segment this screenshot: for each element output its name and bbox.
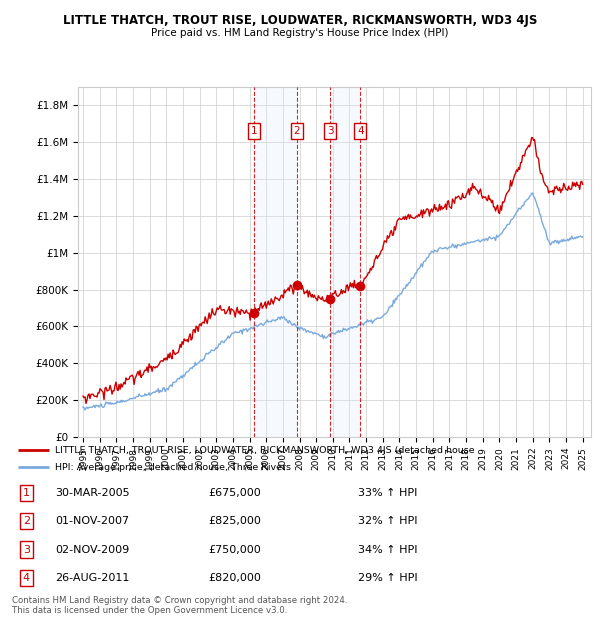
Text: 26-AUG-2011: 26-AUG-2011 (55, 573, 130, 583)
Text: 3: 3 (326, 126, 334, 136)
Text: Price paid vs. HM Land Registry's House Price Index (HPI): Price paid vs. HM Land Registry's House … (151, 28, 449, 38)
Text: 4: 4 (357, 126, 364, 136)
Text: 02-NOV-2009: 02-NOV-2009 (55, 544, 130, 554)
Text: 3: 3 (23, 544, 30, 554)
Text: £750,000: £750,000 (208, 544, 260, 554)
Text: 2: 2 (23, 516, 30, 526)
Text: LITTLE THATCH, TROUT RISE, LOUDWATER, RICKMANSWORTH, WD3 4JS (detached house: LITTLE THATCH, TROUT RISE, LOUDWATER, RI… (55, 446, 475, 454)
Text: 30-MAR-2005: 30-MAR-2005 (55, 488, 130, 498)
Text: LITTLE THATCH, TROUT RISE, LOUDWATER, RICKMANSWORTH, WD3 4JS: LITTLE THATCH, TROUT RISE, LOUDWATER, RI… (63, 14, 537, 27)
Text: 33% ↑ HPI: 33% ↑ HPI (358, 488, 417, 498)
Text: 1: 1 (250, 126, 257, 136)
Text: 01-NOV-2007: 01-NOV-2007 (55, 516, 130, 526)
Text: HPI: Average price, detached house, Three Rivers: HPI: Average price, detached house, Thre… (55, 463, 291, 472)
Text: This data is licensed under the Open Government Licence v3.0.: This data is licensed under the Open Gov… (12, 606, 287, 616)
Text: 34% ↑ HPI: 34% ↑ HPI (358, 544, 417, 554)
Text: 29% ↑ HPI: 29% ↑ HPI (358, 573, 417, 583)
Text: £825,000: £825,000 (208, 516, 261, 526)
Text: £675,000: £675,000 (208, 488, 260, 498)
Text: 1: 1 (23, 488, 30, 498)
Text: Contains HM Land Registry data © Crown copyright and database right 2024.: Contains HM Land Registry data © Crown c… (12, 596, 347, 606)
Text: 2: 2 (293, 126, 300, 136)
Bar (254, 87, 296, 437)
Text: 4: 4 (23, 573, 30, 583)
Text: 32% ↑ HPI: 32% ↑ HPI (358, 516, 417, 526)
Text: £820,000: £820,000 (208, 573, 261, 583)
Bar (330, 87, 361, 437)
